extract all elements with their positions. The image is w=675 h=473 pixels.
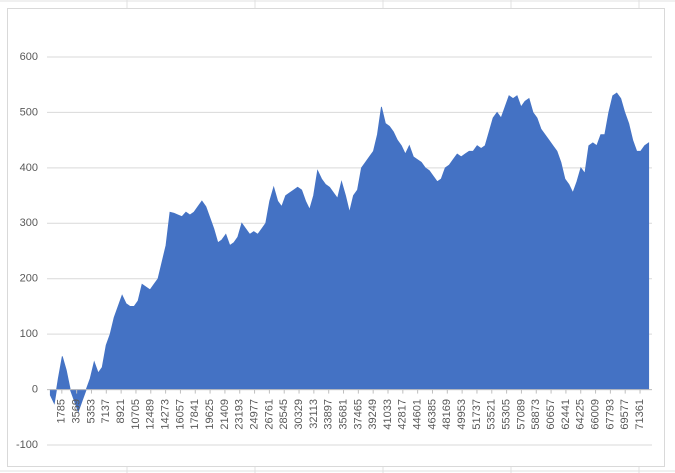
y-tick-label: 0 <box>32 383 38 395</box>
x-tick-label: 24977 <box>248 399 260 430</box>
x-tick-label: 53521 <box>486 399 498 430</box>
x-tick-label: 55305 <box>501 399 513 430</box>
x-tick-label: 30329 <box>293 399 305 430</box>
x-tick-label: 17841 <box>189 399 201 430</box>
y-tick-label: -100 <box>16 439 38 451</box>
x-tick-label: 49953 <box>456 399 468 430</box>
x-tick-label: 26761 <box>263 399 275 430</box>
x-tick-label: 16057 <box>174 399 186 430</box>
x-tick-label: 1785 <box>56 399 68 423</box>
x-tick-label: 33897 <box>323 399 335 430</box>
y-tick-label: 400 <box>20 162 38 174</box>
x-tick-label: 62441 <box>560 399 572 430</box>
x-tick-label: 23193 <box>234 399 246 430</box>
x-tick-label: 37465 <box>352 399 364 430</box>
x-tick-label: 58873 <box>530 399 542 430</box>
x-tick-label: 67793 <box>604 399 616 430</box>
x-tick-label: 71361 <box>634 399 646 430</box>
y-tick-label: 600 <box>20 51 38 63</box>
y-tick-label: 500 <box>20 106 38 118</box>
x-tick-label: 42817 <box>397 399 409 430</box>
x-tick-label: 28545 <box>278 399 290 430</box>
x-tick-label: 32113 <box>308 399 320 429</box>
y-tick-label: 300 <box>20 217 38 229</box>
x-tick-label: 3569 <box>71 399 83 423</box>
x-tick-label: 51737 <box>471 399 483 430</box>
x-tick-label: 44601 <box>412 399 424 430</box>
x-tick-label: 46385 <box>426 399 438 430</box>
x-tick-label: 48169 <box>441 399 453 430</box>
x-tick-label: 60657 <box>545 399 557 430</box>
area <box>49 92 650 413</box>
plot: -100 0 100 200 300 400 500 600 1785 3569 5353 7137 8… <box>16 51 652 451</box>
x-tick-label: 7137 <box>100 399 112 423</box>
x-tick-label: 12489 <box>145 399 157 430</box>
x-tick-label: 69577 <box>619 399 631 430</box>
x-tick-label: 14273 <box>160 399 172 430</box>
y-tick-label: 100 <box>20 328 38 340</box>
x-tick-label: 39249 <box>367 399 379 430</box>
x-tick-label: 35681 <box>337 399 349 430</box>
x-tick-label: 57089 <box>515 399 527 430</box>
x-tick-label: 66009 <box>589 399 601 430</box>
x-tick-label: 8921 <box>115 399 127 423</box>
x-tick-label: 21409 <box>219 399 231 430</box>
x-tick-label: 64225 <box>575 399 587 430</box>
y-tick-label: 200 <box>20 273 38 285</box>
x-tick-label: 41033 <box>382 399 394 430</box>
x-tick-label: 19625 <box>204 399 216 430</box>
x-tick-label: 10705 <box>130 399 142 430</box>
x-tick-label: 5353 <box>85 399 97 423</box>
